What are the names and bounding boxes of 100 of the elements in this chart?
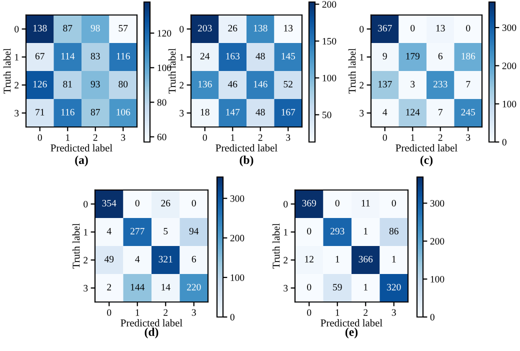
color-bar-label: 0 <box>502 138 506 146</box>
data-label: 0 <box>192 200 196 206</box>
data-label: 277 <box>130 228 144 234</box>
x-axis-title: Predicted label <box>120 319 182 326</box>
data-label: 0 <box>410 24 415 32</box>
data-label: 48 <box>256 52 265 60</box>
data-label: 6 <box>192 256 196 262</box>
y-tick-label: 2 <box>360 82 364 88</box>
y-tick-label: 2 <box>14 82 19 88</box>
data-label: 354 <box>102 200 116 206</box>
color-bar-label: 100 <box>430 276 444 283</box>
y-axis-title: Truth label <box>3 48 11 94</box>
data-label: 48 <box>256 108 265 116</box>
y-tick-label: 3 <box>14 110 19 116</box>
data-label: 0 <box>135 200 140 206</box>
text: (b) <box>240 156 254 166</box>
data-label: 81 <box>63 80 72 88</box>
data-label: 367 <box>378 24 392 32</box>
color-bar-label: 200 <box>430 238 444 245</box>
x-tick-label: 0 <box>307 309 312 316</box>
x-tick-label: 0 <box>38 134 42 141</box>
color-bar-label: 300 <box>502 24 516 32</box>
y-tick-label: 1 <box>180 54 184 60</box>
data-label: 83 <box>90 52 100 60</box>
data-label: 136 <box>198 80 212 88</box>
y-tick-label: 0 <box>284 200 288 208</box>
data-label: 116 <box>61 108 74 116</box>
data-label: 147 <box>226 108 240 116</box>
x-tick-label: 2 <box>164 309 168 316</box>
data-label: 12 <box>305 256 314 262</box>
data-label: 186 <box>462 52 476 60</box>
color-bar-label: 0 <box>430 314 434 320</box>
color-bar-label: 150 <box>322 38 336 45</box>
data-label: 145 <box>282 52 296 60</box>
color-bar-label: 200 <box>502 62 516 70</box>
data-label: 18 <box>200 108 210 116</box>
data-label: 106 <box>116 108 130 116</box>
y-tick-label: 2 <box>84 256 88 264</box>
data-label: 6 <box>438 52 443 60</box>
data-label: 293 <box>330 228 344 234</box>
data-label: 126 <box>33 80 47 88</box>
data-label: 245 <box>461 108 476 116</box>
data-label: 0 <box>335 200 340 206</box>
data-label: 138 <box>254 24 268 32</box>
data-label: 98 <box>90 24 100 32</box>
data-label: 4 <box>382 108 388 116</box>
y-tick-label: 3 <box>84 284 88 292</box>
y-tick-label: 0 <box>14 26 19 32</box>
x-tick-label: 0 <box>382 134 387 141</box>
color-bar-label: 100 <box>230 274 244 281</box>
y-tick-label: 0 <box>84 200 88 208</box>
data-label: 7 <box>466 80 470 88</box>
y-axis-title: Truth label <box>348 48 356 94</box>
x-tick-label: 2 <box>93 134 98 141</box>
data-label: 13 <box>284 24 293 32</box>
text: (c) <box>420 156 433 166</box>
data-label: 4 <box>135 256 140 262</box>
data-label: 14 <box>162 284 170 290</box>
y-tick-label: 1 <box>284 228 288 236</box>
y-tick-label: 0 <box>180 26 184 32</box>
data-label: 46 <box>228 80 238 88</box>
data-label: 1 <box>336 256 340 262</box>
data-label: 137 <box>378 80 392 88</box>
color-bar-label: 0 <box>230 314 234 320</box>
data-label: 59 <box>333 284 342 290</box>
data-label: 57 <box>118 24 128 32</box>
color-bar-label: 100 <box>502 100 516 108</box>
x-tick-label: 3 <box>466 134 470 141</box>
y-tick-label: 3 <box>360 110 364 116</box>
text: (d) <box>144 328 158 338</box>
data-label: 0 <box>392 200 396 206</box>
data-label: 24 <box>200 52 210 60</box>
x-tick-label: 2 <box>258 134 262 141</box>
x-tick-label: 1 <box>411 134 414 141</box>
data-label: 94 <box>189 228 199 234</box>
color-bar-label: 300 <box>230 195 244 202</box>
data-label: 233 <box>434 80 448 88</box>
data-label: 86 <box>389 228 398 234</box>
data-label: 163 <box>226 52 240 60</box>
x-tick-label: 0 <box>107 309 112 316</box>
data-label: 0 <box>466 24 470 32</box>
x-tick-label: 1 <box>231 134 234 141</box>
y-tick-label: 3 <box>180 110 184 116</box>
data-label: 138 <box>33 24 47 32</box>
x-axis-title: Predicted label <box>50 144 112 152</box>
data-label: 13 <box>436 24 445 32</box>
x-tick-label: 1 <box>336 309 340 316</box>
x-tick-label: 3 <box>121 134 126 141</box>
data-label: 146 <box>254 80 268 88</box>
y-tick-label: 3 <box>284 284 288 292</box>
data-label: 2 <box>107 284 112 290</box>
data-label: 87 <box>63 24 72 32</box>
text: (a) <box>75 156 88 166</box>
color-bar-label: 300 <box>430 200 444 207</box>
y-tick-label: 1 <box>15 54 18 60</box>
data-label: 93 <box>90 80 100 88</box>
x-tick-label: 1 <box>136 309 140 316</box>
data-label: 3 <box>410 80 415 88</box>
color-bar-label: 200 <box>322 1 336 8</box>
y-tick-label: 1 <box>84 228 88 236</box>
